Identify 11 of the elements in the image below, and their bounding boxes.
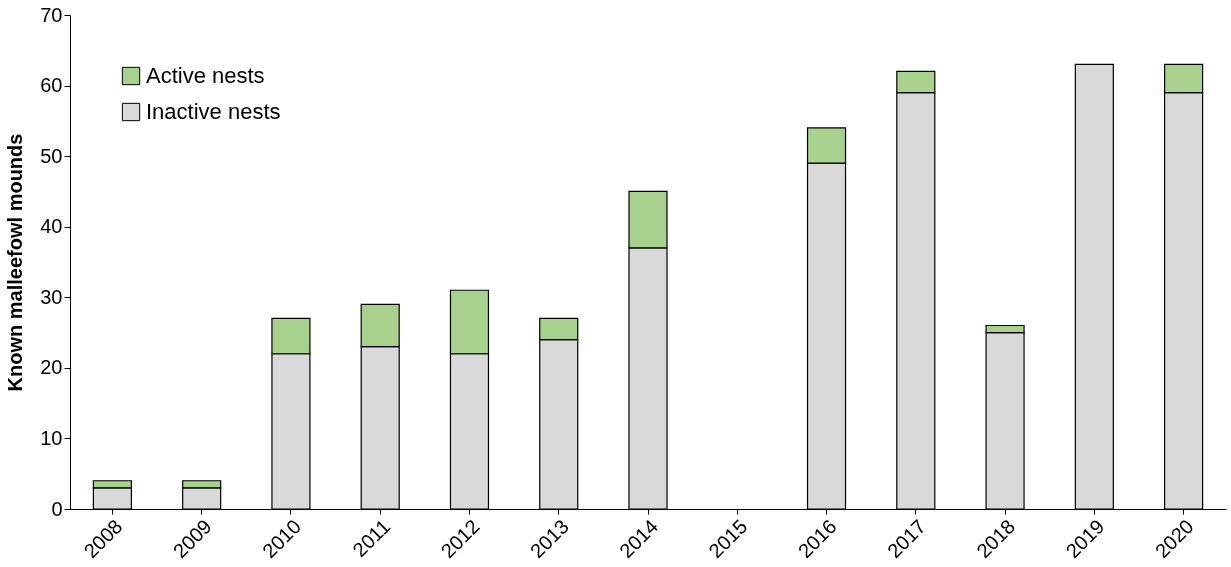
legend-label: Active nests bbox=[146, 63, 265, 88]
y-tick-label: 20 bbox=[40, 356, 63, 379]
y-tick-label: 60 bbox=[40, 74, 63, 97]
y-tick-label: 40 bbox=[40, 215, 63, 238]
y-tick-label: 30 bbox=[40, 285, 63, 308]
y-tick-label: 0 bbox=[51, 497, 63, 520]
y-tick-label: 10 bbox=[40, 426, 63, 449]
y-axis-title: Known malleefowl mounds bbox=[4, 133, 27, 392]
legend-label: Inactive nests bbox=[146, 99, 281, 124]
y-tick-label: 70 bbox=[40, 3, 63, 26]
y-tick-label: 50 bbox=[40, 144, 63, 167]
